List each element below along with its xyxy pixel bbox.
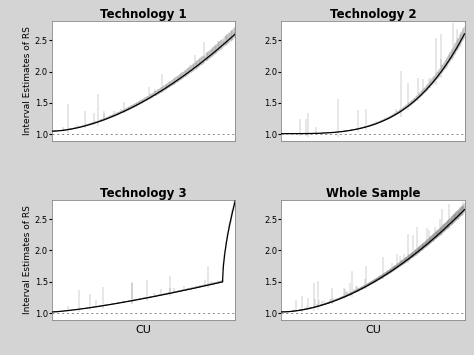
Title: Technology 3: Technology 3 <box>100 187 187 200</box>
X-axis label: CU: CU <box>365 325 381 335</box>
Title: Technology 1: Technology 1 <box>100 8 187 21</box>
Title: Whole Sample: Whole Sample <box>326 187 420 200</box>
Y-axis label: Interval Estimates of RS: Interval Estimates of RS <box>23 206 32 314</box>
Title: Technology 2: Technology 2 <box>329 8 416 21</box>
Y-axis label: Interval Estimates of RS: Interval Estimates of RS <box>23 27 32 135</box>
X-axis label: CU: CU <box>136 325 152 335</box>
